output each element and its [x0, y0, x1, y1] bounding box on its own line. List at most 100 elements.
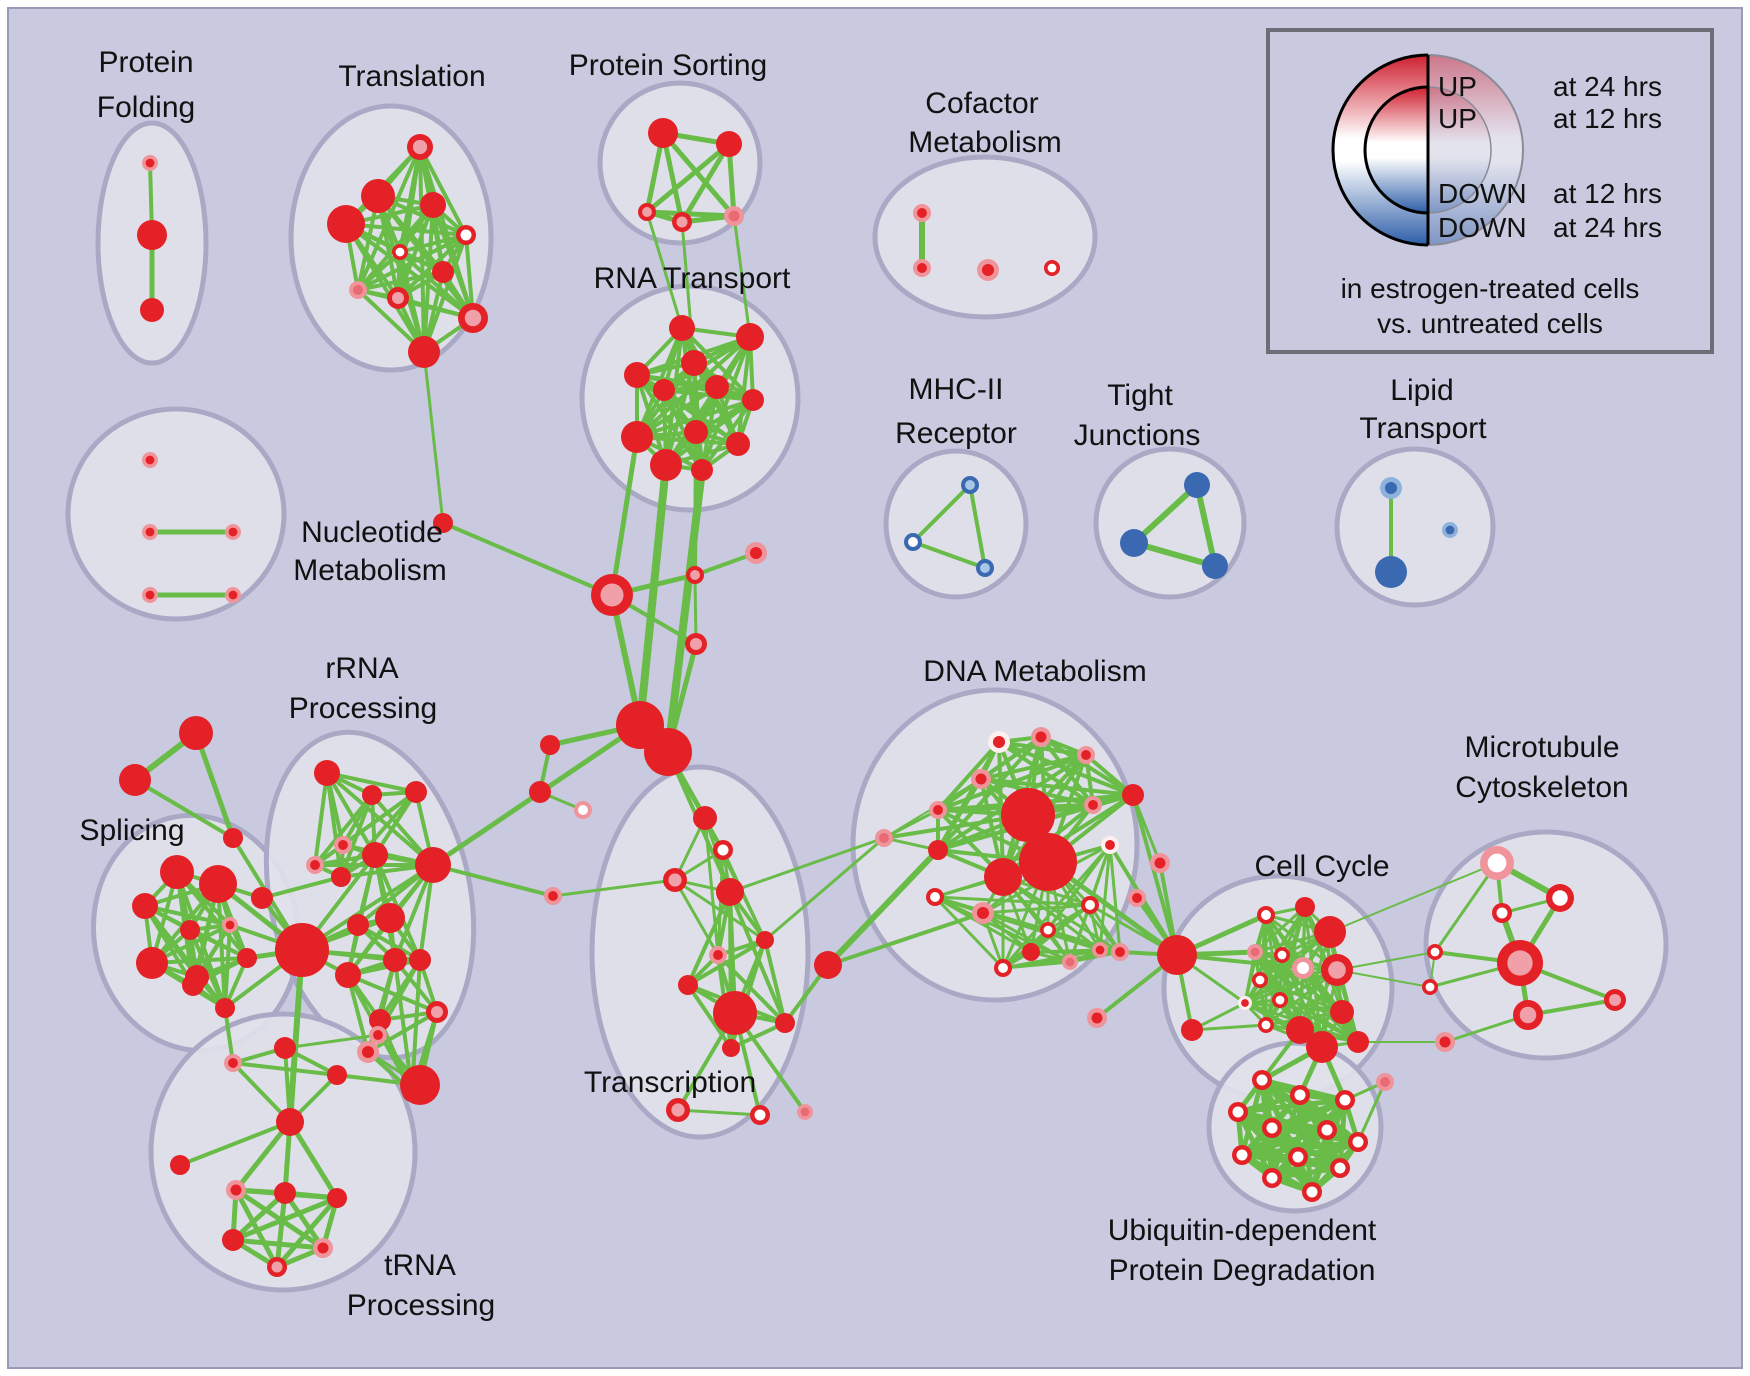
node-t3[interactable] — [420, 192, 446, 218]
node-rr2[interactable] — [362, 785, 382, 805]
node-t2[interactable] — [361, 179, 395, 213]
node-rrH[interactable] — [275, 923, 329, 977]
node-sp10[interactable] — [182, 974, 204, 996]
node-t8[interactable] — [349, 281, 367, 299]
node-d14[interactable] — [972, 902, 994, 924]
node-s1[interactable] — [648, 118, 678, 148]
node-tn13[interactable] — [400, 1065, 440, 1105]
node-rr12[interactable] — [383, 948, 407, 972]
node-n2[interactable] — [142, 524, 158, 540]
node-d8[interactable] — [1019, 833, 1077, 891]
node-m7[interactable] — [1513, 1000, 1543, 1030]
node-pf2[interactable] — [137, 220, 167, 250]
node-cn6[interactable] — [540, 735, 560, 755]
node-cc10[interactable] — [1272, 992, 1288, 1008]
node-cc11[interactable] — [1258, 1017, 1274, 1033]
node-d9[interactable] — [984, 858, 1022, 896]
node-d23[interactable] — [1111, 943, 1129, 961]
node-m1[interactable] — [1480, 846, 1514, 880]
node-sp6[interactable] — [136, 947, 168, 979]
node-u12[interactable] — [1302, 1182, 1322, 1202]
node-d25[interactable] — [1181, 1019, 1203, 1041]
node-rr15[interactable] — [369, 1009, 391, 1031]
node-rr7[interactable] — [362, 842, 388, 868]
node-sp2[interactable] — [199, 865, 237, 903]
node-u8[interactable] — [1232, 1145, 1252, 1165]
node-m2[interactable] — [1546, 884, 1574, 912]
node-cc12[interactable] — [1286, 1016, 1314, 1044]
node-n1[interactable] — [142, 452, 158, 468]
node-d4[interactable] — [971, 769, 991, 789]
node-r5[interactable] — [653, 379, 675, 401]
node-cc2[interactable] — [1295, 897, 1315, 917]
node-s3[interactable] — [638, 203, 656, 221]
node-d20[interactable] — [1092, 942, 1108, 958]
node-d22[interactable] — [1150, 853, 1170, 873]
node-tri3[interactable] — [223, 828, 243, 848]
node-cn2[interactable] — [745, 542, 767, 564]
node-lp2[interactable] — [1442, 522, 1458, 538]
node-cc1[interactable] — [1257, 906, 1275, 924]
node-u2[interactable] — [1290, 1085, 1310, 1105]
node-r10[interactable] — [726, 432, 750, 456]
node-sp1[interactable] — [160, 855, 194, 889]
node-d11[interactable] — [1101, 836, 1119, 854]
node-r4[interactable] — [624, 362, 650, 388]
node-rr3[interactable] — [405, 781, 427, 803]
node-tn12[interactable] — [369, 1026, 387, 1044]
node-m4[interactable] — [1427, 944, 1443, 960]
node-n5[interactable] — [225, 587, 241, 603]
node-sp9[interactable] — [215, 998, 235, 1018]
node-d18[interactable] — [994, 959, 1012, 977]
node-sp3[interactable] — [132, 893, 158, 919]
node-cc4[interactable] — [1247, 944, 1263, 960]
node-cf2[interactable] — [913, 259, 931, 277]
node-t11[interactable] — [408, 336, 440, 368]
node-cf3[interactable] — [977, 259, 999, 281]
node-s4[interactable] — [672, 212, 692, 232]
node-tx9[interactable] — [775, 1013, 795, 1033]
node-tn9[interactable] — [224, 1054, 242, 1072]
node-u3[interactable] — [1335, 1090, 1355, 1110]
node-tj3[interactable] — [1202, 553, 1228, 579]
node-rr1[interactable] — [314, 760, 340, 786]
node-mh3[interactable] — [976, 559, 994, 577]
node-pf3[interactable] — [140, 298, 164, 322]
node-rr5[interactable] — [306, 856, 324, 874]
node-cc9[interactable] — [1238, 996, 1252, 1010]
node-rr9[interactable] — [347, 914, 369, 936]
node-tx7[interactable] — [678, 975, 698, 995]
node-u1[interactable] — [1252, 1070, 1272, 1090]
node-d15[interactable] — [1081, 896, 1099, 914]
node-n4[interactable] — [142, 587, 158, 603]
node-d6[interactable] — [928, 840, 948, 860]
node-t1[interactable] — [407, 134, 433, 160]
node-r12[interactable] — [691, 459, 713, 481]
node-s5[interactable] — [724, 206, 744, 226]
node-rr10[interactable] — [375, 903, 405, 933]
node-u6[interactable] — [1317, 1120, 1337, 1140]
node-d2[interactable] — [1031, 727, 1051, 747]
node-d1[interactable] — [988, 731, 1010, 753]
node-u4[interactable] — [1228, 1102, 1248, 1122]
node-tri2[interactable] — [119, 764, 151, 796]
node-d10[interactable] — [1084, 796, 1102, 814]
node-cc3[interactable] — [1314, 916, 1346, 948]
node-rr16[interactable] — [357, 1041, 379, 1063]
node-m6[interactable] — [1422, 979, 1438, 995]
node-cc14[interactable] — [1330, 1000, 1354, 1024]
node-u10[interactable] — [1330, 1158, 1350, 1178]
node-cf4[interactable] — [1044, 260, 1060, 276]
node-sp8[interactable] — [237, 948, 257, 968]
node-cn1[interactable] — [686, 566, 704, 584]
node-rr8[interactable] — [415, 847, 451, 883]
node-r7[interactable] — [742, 389, 764, 411]
node-txc[interactable] — [544, 887, 562, 905]
node-tn3[interactable] — [226, 1180, 246, 1200]
node-cn7[interactable] — [529, 781, 551, 803]
node-r6[interactable] — [705, 375, 729, 399]
node-cc6[interactable] — [1292, 957, 1314, 979]
node-t7[interactable] — [432, 261, 454, 283]
node-t9[interactable] — [387, 287, 409, 309]
node-tri1[interactable] — [179, 716, 213, 750]
